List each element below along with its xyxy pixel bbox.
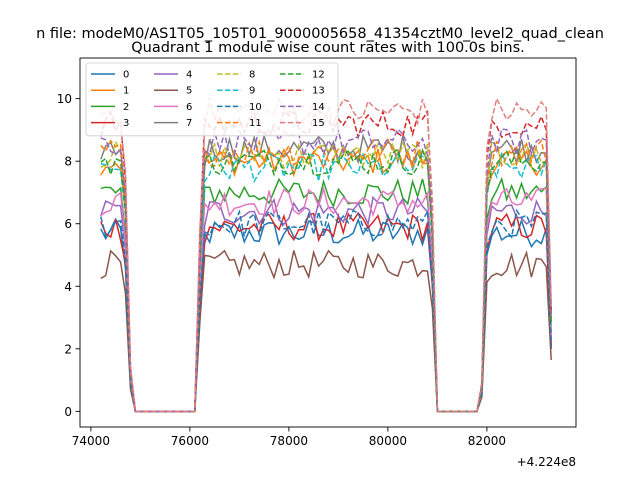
x-tick-label: 78000 (270, 434, 308, 448)
legend-label-13: 13 (312, 86, 325, 97)
legend-label-1: 1 (123, 86, 129, 97)
legend-label-11: 11 (249, 118, 262, 129)
legend-label-7: 7 (186, 118, 192, 129)
y-tick-label: 0 (64, 405, 72, 419)
legend-label-12: 12 (312, 70, 325, 81)
legend-label-15: 15 (312, 118, 325, 129)
x-axis: 74000 76000 78000 80000 82000 (72, 427, 506, 448)
legend-box (85, 62, 339, 137)
y-tick-label: 2 (64, 342, 72, 356)
legend-label-0: 0 (123, 70, 129, 81)
x-tick-label: 80000 (369, 434, 407, 448)
figure-suptitle: n file: modeM0/AS1T05_105T01_9000005658_… (36, 26, 604, 42)
legend-label-4: 4 (186, 70, 192, 81)
x-tick-label: 76000 (171, 434, 209, 448)
legend-label-6: 6 (186, 102, 192, 113)
plot-frame (79, 57, 577, 428)
y-tick-label: 10 (57, 92, 72, 106)
y-axis: 0 2 4 6 8 10 (57, 92, 80, 419)
x-tick-label: 82000 (468, 434, 506, 448)
legend-label-10: 10 (249, 102, 262, 113)
y-tick-label: 6 (64, 217, 72, 231)
legend-label-5: 5 (186, 86, 192, 97)
y-tick-label: 4 (64, 280, 72, 294)
y-tick-label: 8 (64, 155, 72, 169)
legend-label-3: 3 (123, 118, 129, 129)
legend-label-14: 14 (312, 102, 325, 113)
legend-label-2: 2 (123, 102, 129, 113)
x-tick-label: 74000 (72, 434, 110, 448)
x-axis-offset-label: +4.224e8 (517, 455, 576, 469)
legend-label-8: 8 (249, 70, 255, 81)
series-lines (100, 96, 552, 413)
legend-label-9: 9 (249, 86, 255, 97)
chart-title: Quadrant 1 module wise count rates with … (131, 40, 525, 56)
